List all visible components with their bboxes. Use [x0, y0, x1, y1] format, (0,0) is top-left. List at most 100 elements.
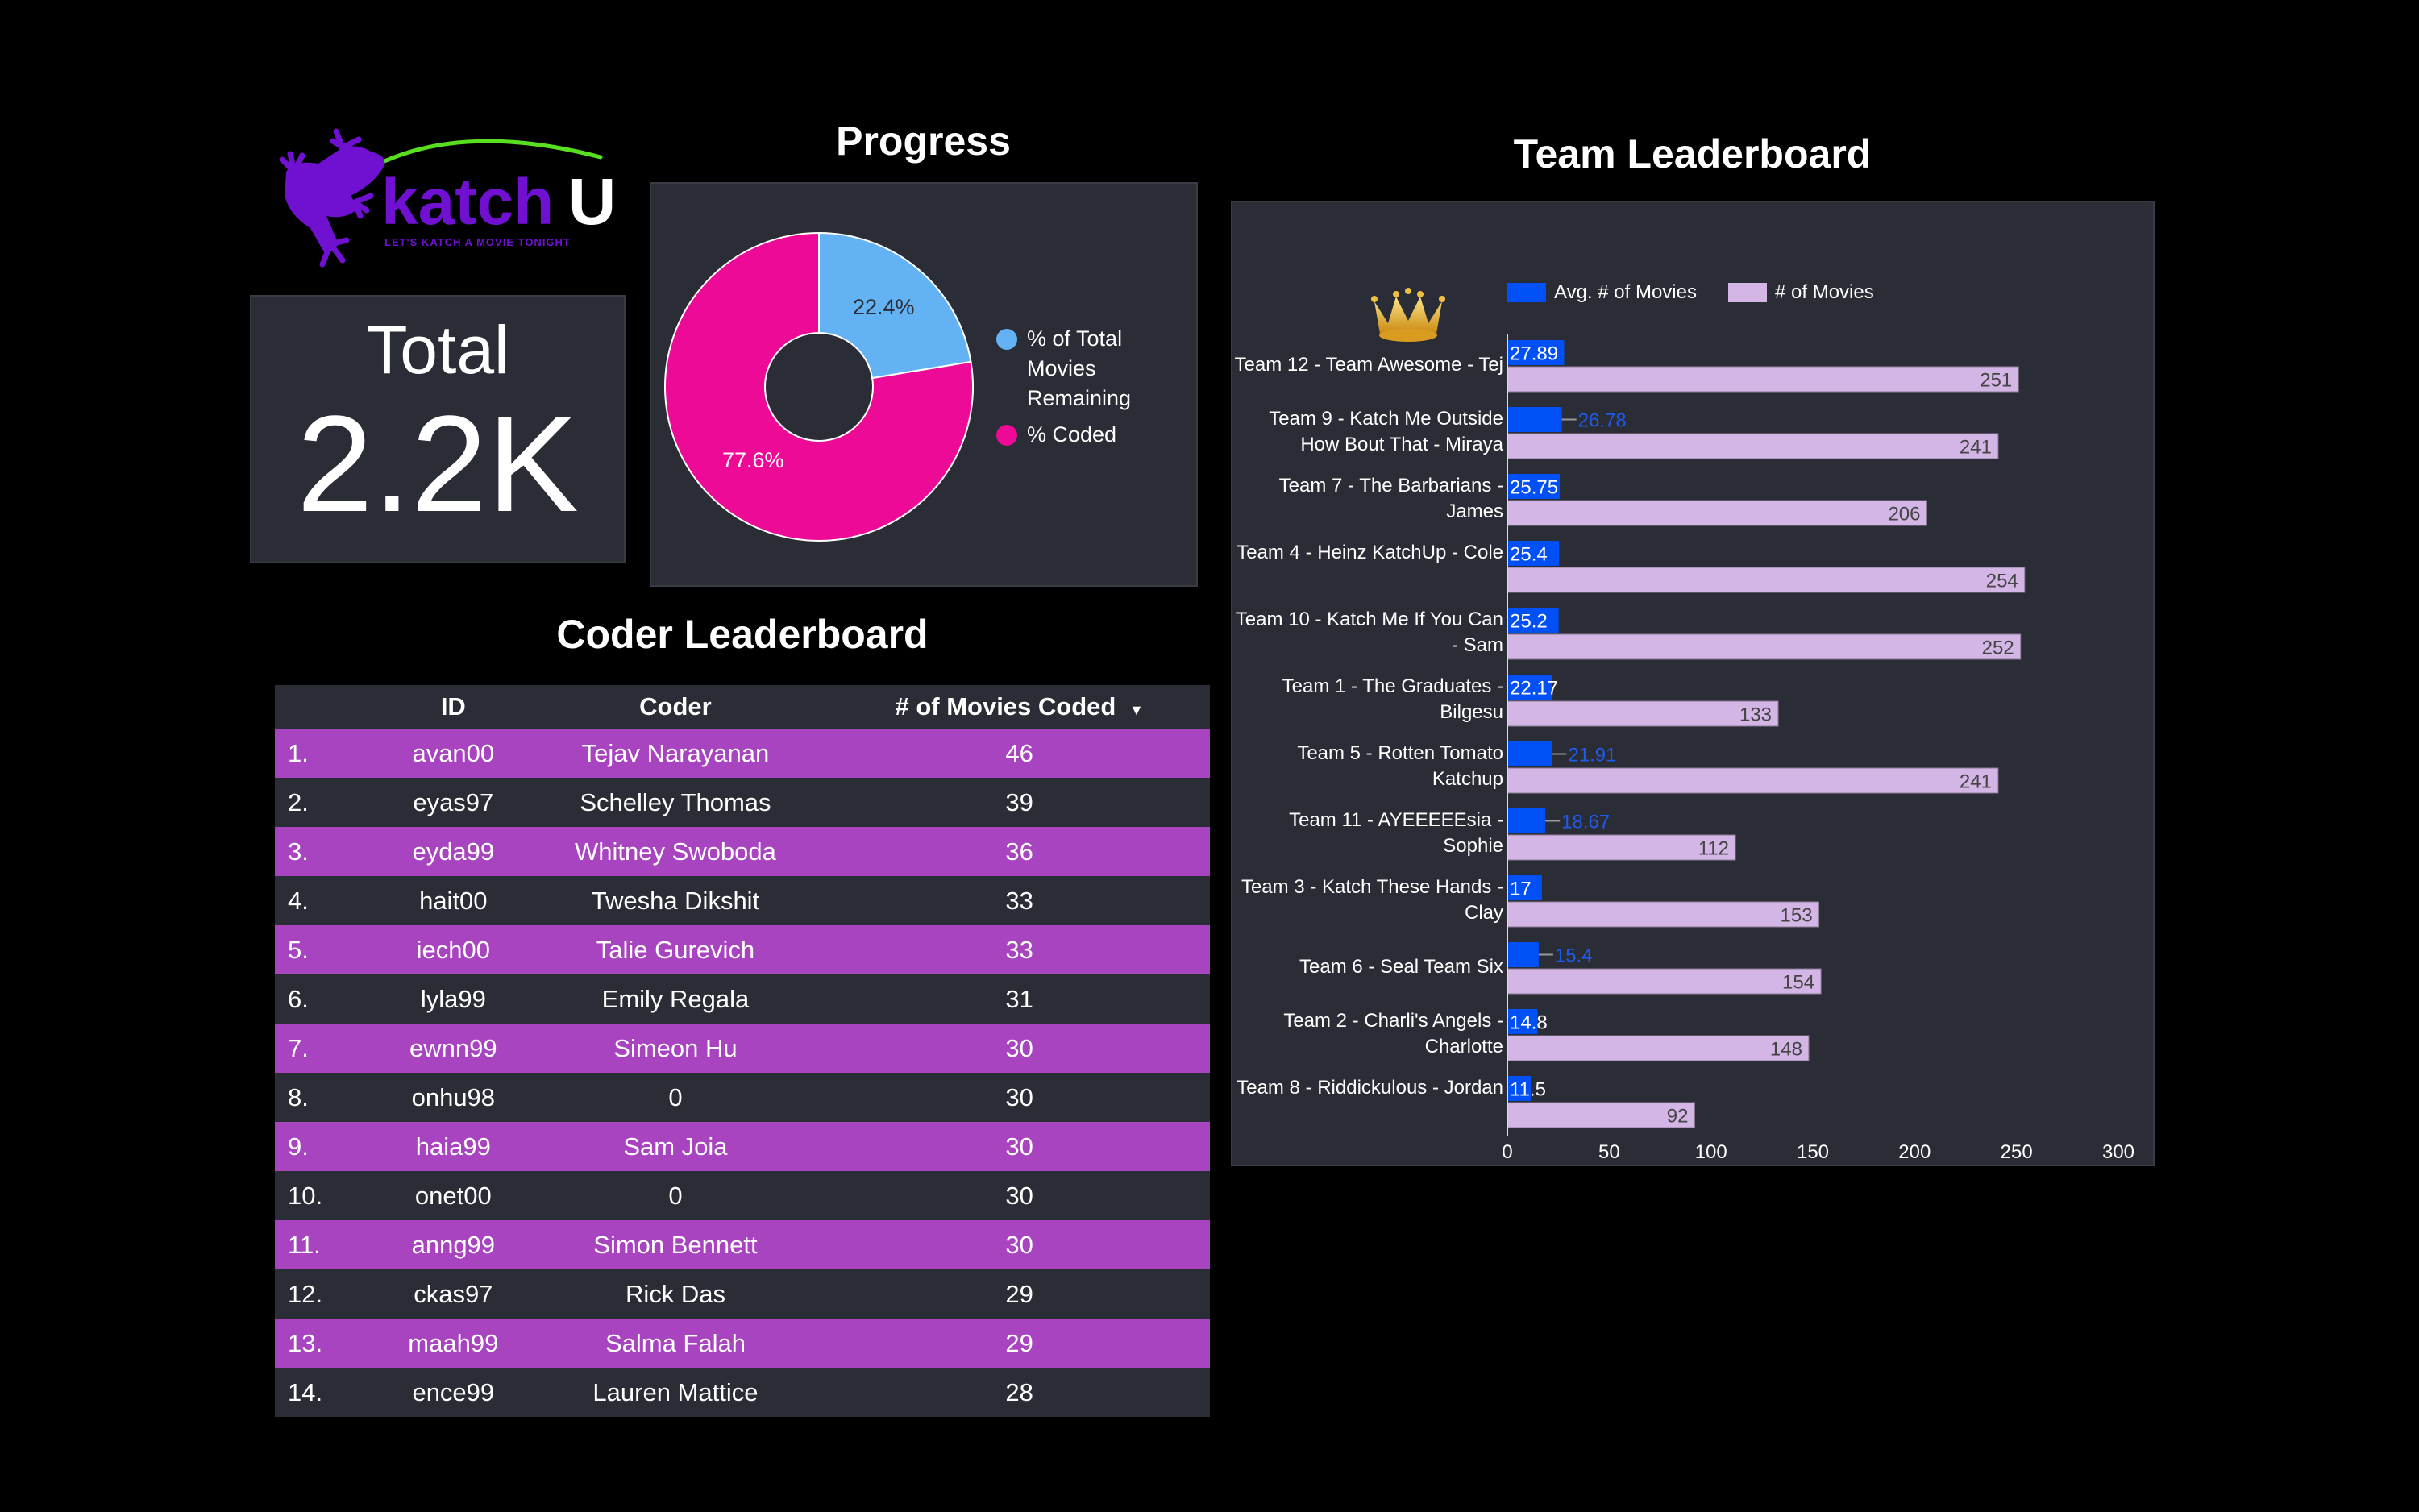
table-row[interactable]: 9. haia99 Sam Joia 30 [275, 1122, 1210, 1171]
data-label-avg: 11.5 [1510, 1079, 1546, 1101]
movies-coded-cell: 33 [1005, 886, 1033, 915]
bar-num-movies[interactable] [1507, 700, 1779, 727]
category-label: Team 3 - Katch These Hands - Clay [1241, 876, 1503, 924]
rank-cell: 9. [275, 1122, 384, 1171]
bar-num-movies[interactable] [1507, 968, 1822, 995]
data-label-count: 133 [1739, 704, 1772, 726]
bar-num-movies[interactable] [1507, 834, 1736, 861]
rank-cell: 1. [275, 729, 384, 778]
table-row[interactable]: 14. ence99 Lauren Mattice 28 [275, 1368, 1210, 1417]
bar-avg-movies[interactable] [1507, 808, 1546, 833]
rank-cell: 11. [275, 1220, 384, 1269]
bar-avg-movies[interactable] [1507, 942, 1539, 967]
donut-slice[interactable] [818, 231, 972, 380]
bar-num-movies[interactable] [1507, 366, 2019, 393]
bar-avg-movies[interactable] [1507, 875, 1542, 900]
frog-logo-icon: katch U LET'S KATCH A MOVIE TONIGHT [279, 128, 616, 268]
table-row[interactable]: 11. anng99 Simon Bennett 30 [275, 1220, 1210, 1269]
x-tick-label: 50 [1598, 1141, 1620, 1163]
katchu-logo: katch U LET'S KATCH A MOVIE TONIGHT [262, 115, 633, 276]
table-row[interactable]: 1. avan00 Tejav Narayanan 46 [275, 729, 1210, 778]
id-cell: onet00 [414, 1181, 492, 1210]
table-row[interactable]: 8. onhu98 0 30 [275, 1073, 1210, 1122]
data-label-avg: 25.2 [1510, 611, 1548, 633]
bar-num-movies[interactable] [1507, 767, 1999, 794]
bar-num-movies[interactable] [1507, 567, 2026, 593]
table-row[interactable]: 2. eyas97 Schelley Thomas 39 [275, 778, 1210, 827]
legend-item-coded[interactable]: % Coded [996, 420, 1116, 450]
bar-avg-movies[interactable] [1507, 608, 1559, 633]
category-label: Team 5 - Rotten Tomato Katchup [1297, 742, 1503, 790]
movies-coded-cell: 33 [829, 925, 1210, 974]
table-row[interactable]: 3. eyda99 Whitney Swoboda 36 [275, 827, 1210, 876]
id-cell: hait00 [419, 886, 488, 915]
data-label-avg: 17 [1510, 879, 1532, 900]
sort-desc-icon[interactable]: ▼ [1128, 702, 1144, 718]
legend-dot-icon [996, 329, 1017, 350]
x-tick-label: 200 [1898, 1141, 1931, 1163]
bar-avg-movies[interactable] [1507, 474, 1561, 499]
bar-avg-movies[interactable] [1507, 1076, 1532, 1101]
bar-num-movies[interactable] [1507, 1035, 1810, 1061]
coder-cell: 0 [668, 1082, 683, 1111]
table-row[interactable]: 10. onet00 0 30 [275, 1171, 1210, 1220]
legend-item-count[interactable]: # of Movies [1728, 281, 1874, 304]
total-value: 2.2K [297, 388, 579, 541]
id-cell: onhu98 [411, 1082, 496, 1111]
bar-num-movies[interactable] [1507, 433, 1999, 459]
legend-label: # of Movies [1775, 281, 1874, 303]
category-label: Team 8 - Riddickulous - Jordan [1237, 1077, 1503, 1099]
table-row[interactable]: 5. iech00 Talie Gurevich 33 [275, 925, 1210, 974]
id-cell: iech00 [384, 925, 522, 974]
id-cell: ewnn99 [384, 1024, 522, 1073]
coder-cell: Schelley Thomas [580, 787, 771, 816]
bar-num-movies[interactable] [1507, 901, 1820, 928]
bar-avg-movies[interactable] [1507, 741, 1552, 766]
coder-cell: Simon Bennett [522, 1220, 829, 1269]
bar-num-movies[interactable] [1507, 633, 2022, 660]
rank-cell: 3. [275, 827, 384, 876]
column-header-id[interactable]: ID [384, 685, 522, 729]
legend-item-remaining[interactable]: % of Total Movies Remaining [996, 324, 1166, 413]
bar-avg-movies[interactable] [1507, 541, 1560, 566]
bar-num-movies[interactable] [1507, 500, 1927, 526]
rank-cell: 12. [288, 1279, 323, 1308]
bar-num-movies[interactable] [1507, 1102, 1695, 1128]
movies-coded-cell: 39 [1005, 787, 1033, 816]
data-label-count: 251 [1980, 370, 2012, 392]
bar-avg-movies[interactable] [1507, 340, 1565, 365]
legend-label: % of Total Movies Remaining [1027, 326, 1132, 410]
bar-avg-movies[interactable] [1507, 407, 1562, 432]
bar-avg-movies[interactable] [1507, 675, 1553, 700]
table-row[interactable]: 7. ewnn99 Simeon Hu 30 [275, 1024, 1210, 1073]
column-header-coder[interactable]: Coder [522, 685, 829, 729]
id-cell: eyas97 [413, 787, 494, 816]
legend-label: Avg. # of Movies [1554, 281, 1697, 303]
data-label-avg: 27.89 [1510, 343, 1558, 365]
rank-cell: 4. [288, 886, 309, 915]
table-header-row: ID Coder # of Movies Coded ▼ [275, 685, 1210, 729]
x-tick-label: 250 [2001, 1141, 2033, 1163]
id-cell: lyla99 [420, 984, 486, 1013]
category-label: Team 10 - Katch Me If You Can - Sam [1235, 609, 1503, 656]
column-header-movies-coded[interactable]: # of Movies Coded ▼ [829, 685, 1210, 729]
x-tick-label: 150 [1797, 1141, 1829, 1163]
legend-swatch-icon [1507, 283, 1546, 302]
table-row[interactable]: 13. maah99 Salma Falah 29 [275, 1319, 1210, 1368]
coder-cell: Salma Falah [522, 1319, 829, 1368]
table-row[interactable]: 12. ckas97 Rick Das 29 [275, 1269, 1210, 1319]
x-tick-label: 300 [2102, 1141, 2134, 1163]
data-label-avg: 25.4 [1510, 544, 1548, 566]
slice-label-coded: 77.6% [722, 448, 784, 472]
svg-text:U: U [568, 165, 616, 239]
data-label-count: 92 [1667, 1106, 1689, 1128]
column-header-label: # of Movies Coded [895, 692, 1116, 721]
x-tick-label: 100 [1695, 1141, 1727, 1163]
data-label-avg: 26.78 [1578, 410, 1627, 432]
coder-cell: Emily Regala [601, 984, 750, 1013]
bar-avg-movies[interactable] [1507, 1009, 1538, 1034]
legend-item-avg[interactable]: Avg. # of Movies [1507, 281, 1697, 304]
table-row[interactable]: 6. lyla99 Emily Regala 31 [275, 974, 1210, 1024]
donut-slice[interactable] [664, 231, 974, 542]
table-row[interactable]: 4. hait00 Twesha Dikshit 33 [275, 876, 1210, 925]
